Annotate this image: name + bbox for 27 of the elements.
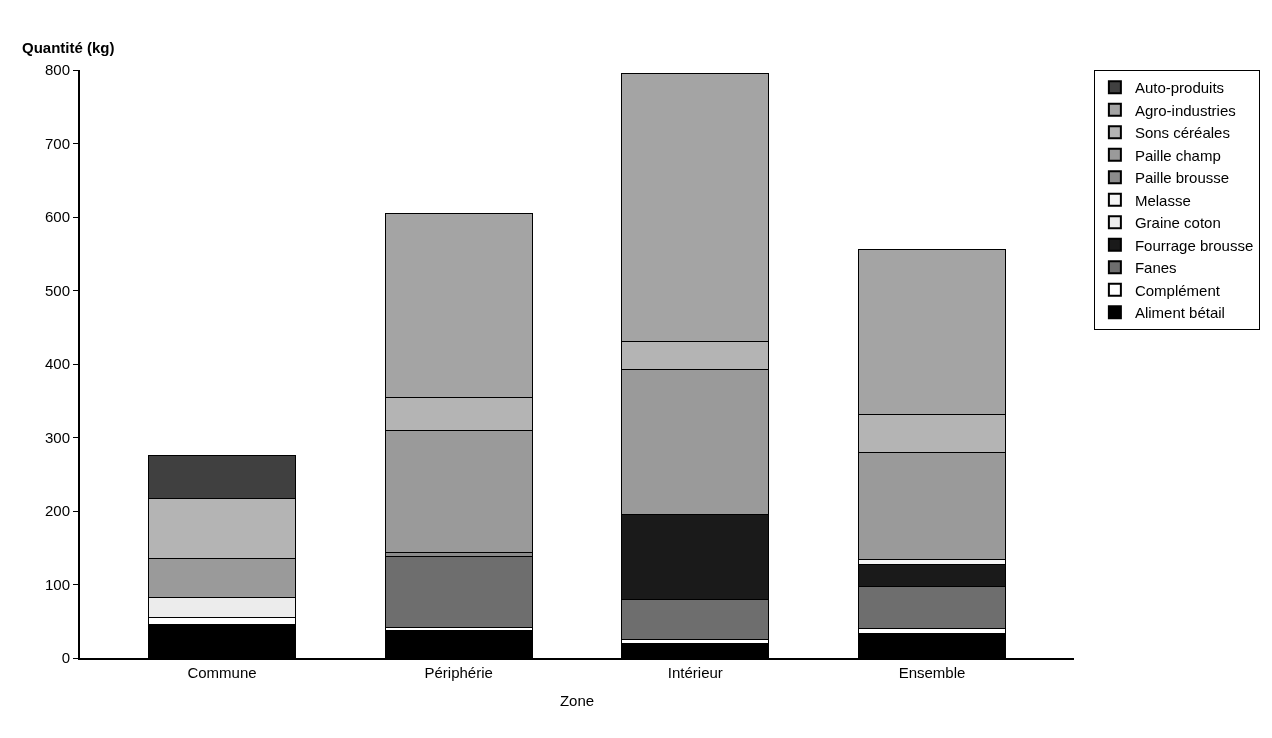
y-tick-label: 800 <box>44 61 70 79</box>
x-tick-label: Ensemble <box>898 664 966 681</box>
legend-label: Complément <box>1134 281 1221 299</box>
y-tick-label: 400 <box>44 355 70 373</box>
y-tick-label: 0 <box>61 649 70 667</box>
bar <box>384 556 533 629</box>
y-tick-label: 300 <box>44 428 70 446</box>
legend-label: Paille champ <box>1134 146 1221 164</box>
x-tick-label: Périphérie <box>424 664 493 681</box>
legend-label: Sons céréales <box>1134 124 1230 142</box>
y-tick-label: 600 <box>44 208 70 226</box>
x-tick-label: Intérieur <box>667 664 723 681</box>
y-tick-label: 700 <box>44 134 70 152</box>
y-tick-label: 200 <box>44 502 70 520</box>
legend-label: Graine coton <box>1134 214 1221 232</box>
y-tick-label: 500 <box>44 281 70 299</box>
y-tick-label: 100 <box>44 575 70 593</box>
x-tick-label: Commune <box>187 664 257 681</box>
y-axis-title: Quantité (kg) <box>22 39 115 56</box>
x-axis-title: Zone <box>559 691 595 709</box>
legend-label: Aliment bétail <box>1134 304 1225 322</box>
legend-label: Fanes <box>1134 259 1177 277</box>
legend-label: Melasse <box>1134 191 1191 209</box>
legend-label: Agro-industries <box>1134 101 1236 119</box>
legend-label: Paille brousse <box>1134 169 1230 187</box>
legend-label: Fourrage brousse <box>1134 236 1254 254</box>
legend-label: Auto-produits <box>1134 79 1225 97</box>
